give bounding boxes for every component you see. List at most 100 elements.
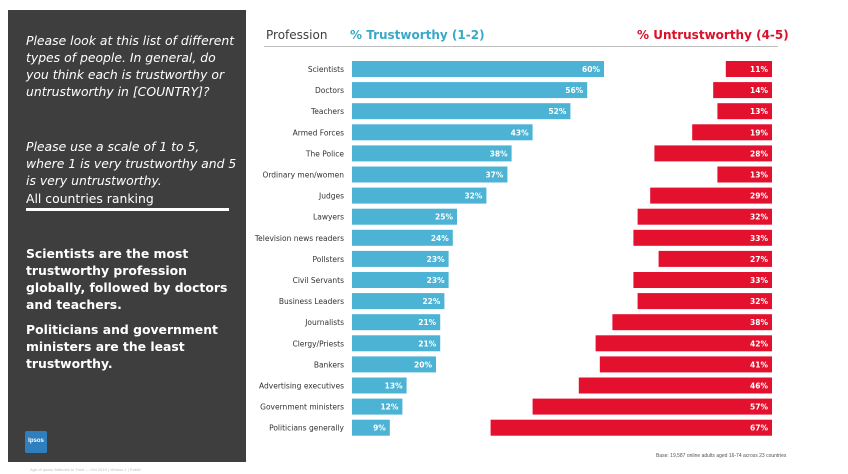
untrustworthy-bar [595, 335, 772, 352]
trustworthy-value-label: 56% [565, 86, 583, 95]
untrustworthy-value-label: 28% [750, 149, 768, 158]
trustworthy-bar [352, 61, 604, 77]
untrustworthy-value-label: 33% [750, 234, 768, 243]
untrustworthy-bar [658, 250, 772, 267]
untrustworthy-value-label: 19% [750, 128, 768, 137]
summary-text-2: Politicians and government ministers are… [26, 322, 218, 371]
untrustworthy-bar [713, 82, 772, 99]
trustworthy-bar [352, 293, 445, 310]
category-label: Civil Servants [293, 276, 344, 285]
trustworthy-value-label: 60% [582, 65, 600, 74]
trustworthy-bar [352, 145, 512, 162]
untrustworthy-bar [717, 166, 772, 183]
trustworthy-value-label: 24% [431, 234, 449, 243]
untrustworthy-value-label: 46% [750, 382, 768, 391]
trustworthy-bar [352, 335, 441, 352]
category-label: The Police [305, 149, 344, 158]
untrustworthy-bar [650, 187, 772, 204]
untrustworthy-value-label: 13% [750, 107, 768, 116]
trustworthy-value-label: 43% [511, 128, 529, 137]
trustworthy-value-label: 20% [414, 360, 432, 369]
category-label: Armed Forces [293, 128, 344, 137]
ranking-underline [26, 208, 229, 211]
trustworthy-value-label: 37% [485, 171, 503, 180]
untrustworthy-bar [599, 356, 772, 373]
header-untrustworthy: % Untrustworthy (4-5) [637, 28, 789, 42]
category-label: Pollsters [313, 255, 345, 264]
untrustworthy-bar [692, 124, 772, 141]
trustworthy-bar [352, 356, 436, 373]
category-label: Politicians generally [269, 424, 344, 433]
untrustworthy-bar [637, 293, 772, 310]
untrustworthy-bar [637, 208, 772, 225]
category-label: Journalists [304, 318, 344, 327]
untrustworthy-value-label: 14% [750, 86, 768, 95]
ranking-label: All countries ranking [26, 191, 154, 206]
trustworthy-value-label: 22% [422, 297, 440, 306]
untrustworthy-value-label: 67% [750, 424, 768, 433]
category-label: Business Leaders [279, 297, 344, 306]
category-label: Clergy/Priests [292, 339, 344, 348]
trustworthy-bar [352, 229, 453, 246]
trustworthy-bar [352, 208, 457, 225]
trustworthy-bar [352, 187, 487, 204]
untrustworthy-bar [633, 272, 772, 288]
category-label: Scientists [308, 65, 344, 74]
header-trustworthy: % Trustworthy (1-2) [350, 28, 485, 42]
scale-note: Please use a scale of 1 to 5, where 1 is… [26, 139, 237, 188]
untrustworthy-bar [633, 229, 772, 246]
untrustworthy-value-label: 32% [750, 297, 768, 306]
trustworthy-bar [352, 82, 588, 99]
trustworthy-bar [352, 250, 449, 267]
trustworthy-bar [352, 272, 449, 288]
category-label: Ordinary men/women [262, 171, 344, 180]
untrustworthy-bar [717, 103, 772, 120]
category-label: Judges [318, 192, 344, 201]
untrustworthy-value-label: 13% [750, 171, 768, 180]
untrustworthy-value-label: 42% [750, 339, 768, 348]
ipsos-logo: Ipsos [25, 431, 47, 453]
trustworthy-value-label: 21% [418, 339, 436, 348]
trustworthy-bar [352, 419, 390, 436]
trustworthy-bar [352, 377, 407, 394]
category-label: Advertising executives [259, 382, 344, 391]
category-label: Government ministers [260, 403, 344, 412]
untrustworthy-value-label: 57% [750, 403, 768, 412]
untrustworthy-bar [532, 398, 772, 415]
survey-question: Please look at this list of different ty… [26, 33, 235, 99]
trustworthy-bar [352, 398, 403, 415]
summary-text-1: Scientists are the most trustworthy prof… [26, 246, 228, 312]
untrustworthy-bar [654, 145, 772, 162]
trustworthy-value-label: 32% [464, 192, 482, 201]
category-label: Television news readers [254, 234, 344, 243]
untrustworthy-value-label: 38% [750, 318, 768, 327]
trustworthy-value-label: 23% [427, 255, 445, 264]
trustworthy-bar [352, 103, 571, 120]
footer-note: Age of Ipsos/ Attitudes to Trust — Oct 2… [30, 467, 141, 472]
trustworthy-value-label: 38% [490, 149, 508, 158]
trustworthy-value-label: 9% [373, 424, 386, 433]
untrustworthy-value-label: 11% [750, 65, 768, 74]
logo-text: Ipsos [28, 438, 44, 444]
untrustworthy-bar [578, 377, 772, 394]
category-label: Lawyers [313, 213, 344, 222]
untrustworthy-bar [612, 314, 772, 331]
header-rule [264, 46, 778, 47]
trustworthy-value-label: 21% [418, 318, 436, 327]
base-note: Base: 19,587 online adults aged 16-74 ac… [656, 453, 787, 459]
trustworthy-value-label: 13% [385, 382, 403, 391]
category-label: Bankers [314, 360, 344, 369]
header-profession: Profession [266, 28, 328, 42]
untrustworthy-value-label: 29% [750, 192, 768, 201]
untrustworthy-bar [490, 419, 772, 436]
untrustworthy-value-label: 27% [750, 255, 768, 264]
trustworthy-bar [352, 314, 441, 331]
category-label: Doctors [315, 86, 344, 95]
trustworthy-value-label: 12% [380, 403, 398, 412]
untrustworthy-value-label: 41% [750, 360, 768, 369]
left-panel: Please look at this list of different ty… [8, 10, 246, 462]
trustworthy-value-label: 52% [548, 107, 566, 116]
untrustworthy-value-label: 32% [750, 213, 768, 222]
